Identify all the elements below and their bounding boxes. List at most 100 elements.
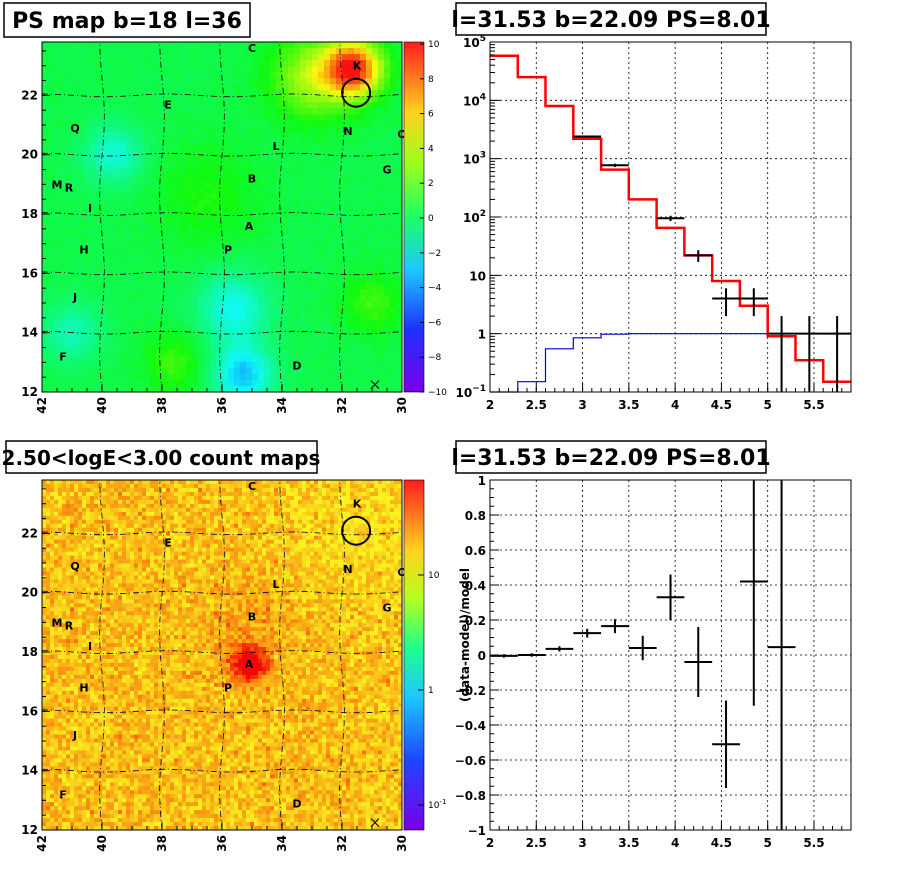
heatmap-cell: [78, 822, 83, 827]
heatmap-cell: [210, 186, 217, 194]
heatmap-cell: [390, 198, 397, 206]
heatmap-cell: [198, 247, 205, 254]
heatmap-cell: [324, 355, 331, 363]
heatmap-cell: [156, 313, 163, 320]
heatmap-cell: [54, 551, 59, 556]
heatmap-cell: [324, 102, 331, 109]
heatmap-cell: [318, 313, 325, 320]
heatmap-cell: [258, 120, 265, 127]
heatmap-cell: [102, 60, 109, 67]
heatmap-cell: [288, 138, 295, 145]
heatmap-cell: [342, 373, 349, 381]
heatmap-cell: [306, 66, 313, 73]
heatmap-cell: [74, 515, 79, 521]
heatmap-cell: [46, 810, 51, 815]
heatmap-cell: [66, 750, 71, 755]
heatmap-cell: [72, 361, 79, 369]
heatmap-cell: [216, 132, 223, 139]
heatmap-cell: [78, 168, 85, 176]
heatmap-cell: [96, 72, 103, 79]
heatmap-cell: [74, 758, 79, 763]
heatmap-cell: [90, 361, 97, 369]
y-tick-label: 10−1: [455, 384, 486, 400]
heatmap-cell: [348, 295, 355, 302]
heatmap-cell: [300, 325, 307, 333]
heatmap-cell: [228, 247, 235, 254]
heatmap-cell: [66, 782, 71, 787]
heatmap-cell: [58, 806, 63, 811]
heatmap-cell: [318, 247, 325, 254]
heatmap-cell: [78, 223, 85, 230]
heatmap-cell: [270, 66, 277, 73]
heatmap-cell: [156, 102, 163, 109]
heatmap-cell: [228, 295, 235, 302]
heatmap-cell: [90, 120, 97, 127]
heatmap-cell: [42, 523, 47, 529]
heatmap-cell: [330, 325, 337, 333]
heatmap-cell: [252, 271, 259, 278]
heatmap-cell: [90, 271, 97, 278]
heatmap-cell: [282, 174, 289, 182]
heatmap-cell: [62, 782, 67, 787]
heatmap-cell: [312, 325, 319, 333]
heatmap-cell: [222, 349, 229, 357]
heatmap-cell: [174, 162, 181, 170]
heatmap-cell: [282, 259, 289, 266]
heatmap-cell: [132, 349, 139, 357]
heatmap-cell: [84, 96, 91, 103]
heatmap-cell: [378, 313, 385, 320]
heatmap-cell: [70, 499, 75, 505]
heatmap-cell: [222, 156, 229, 164]
heatmap-cell: [42, 144, 49, 152]
heatmap-cell: [60, 114, 67, 121]
y-tick-exponent: −1: [472, 384, 486, 394]
heatmap-cell: [288, 42, 295, 49]
heatmap-cell: [58, 563, 63, 568]
heatmap-cell: [378, 90, 385, 97]
heatmap-cell: [180, 48, 187, 55]
heatmap-cell: [50, 670, 55, 676]
heatmap-cell: [300, 78, 307, 85]
heatmap-cell: [186, 180, 193, 188]
heatmap-cell: [42, 734, 47, 739]
heatmap-cell: [90, 643, 95, 648]
heatmap-cell: [74, 686, 79, 692]
heatmap-cell: [216, 96, 223, 103]
heatmap-cell: [62, 551, 67, 556]
heatmap-cell: [216, 210, 223, 218]
heatmap-cell: [270, 355, 277, 363]
heatmap-cell: [132, 271, 139, 278]
heatmap-cell: [54, 259, 61, 266]
heatmap-cell: [396, 247, 403, 254]
heatmap-cell: [156, 192, 163, 200]
heatmap-cell: [72, 66, 79, 73]
heatmap-cell: [384, 84, 391, 91]
heatmap-cell: [354, 235, 361, 242]
heatmap-cell: [58, 519, 63, 525]
heatmap-cell: [46, 826, 51, 831]
heatmap-cell: [258, 331, 265, 339]
heatmap-cell: [86, 519, 91, 525]
heatmap-cell: [42, 551, 47, 556]
heatmap-cell: [330, 283, 337, 290]
heatmap-cell: [216, 235, 223, 242]
heatmap-cell: [318, 138, 325, 145]
heatmap-cell: [126, 102, 133, 109]
colorbar-tick-label: 8: [428, 75, 434, 85]
heatmap-cell: [90, 762, 95, 767]
heatmap-cell: [378, 301, 385, 308]
heatmap-cell: [318, 60, 325, 67]
heatmap-cell: [270, 241, 277, 248]
heatmap-cell: [102, 307, 109, 314]
heatmap-cell: [84, 247, 91, 254]
heatmap-cell: [240, 253, 247, 260]
heatmap-cell: [54, 798, 59, 803]
heatmap-cell: [78, 373, 85, 381]
heatmap-cell: [372, 253, 379, 260]
heatmap-cell: [276, 247, 283, 254]
heatmap-cell: [42, 655, 47, 660]
heatmap-cell: [252, 361, 259, 369]
